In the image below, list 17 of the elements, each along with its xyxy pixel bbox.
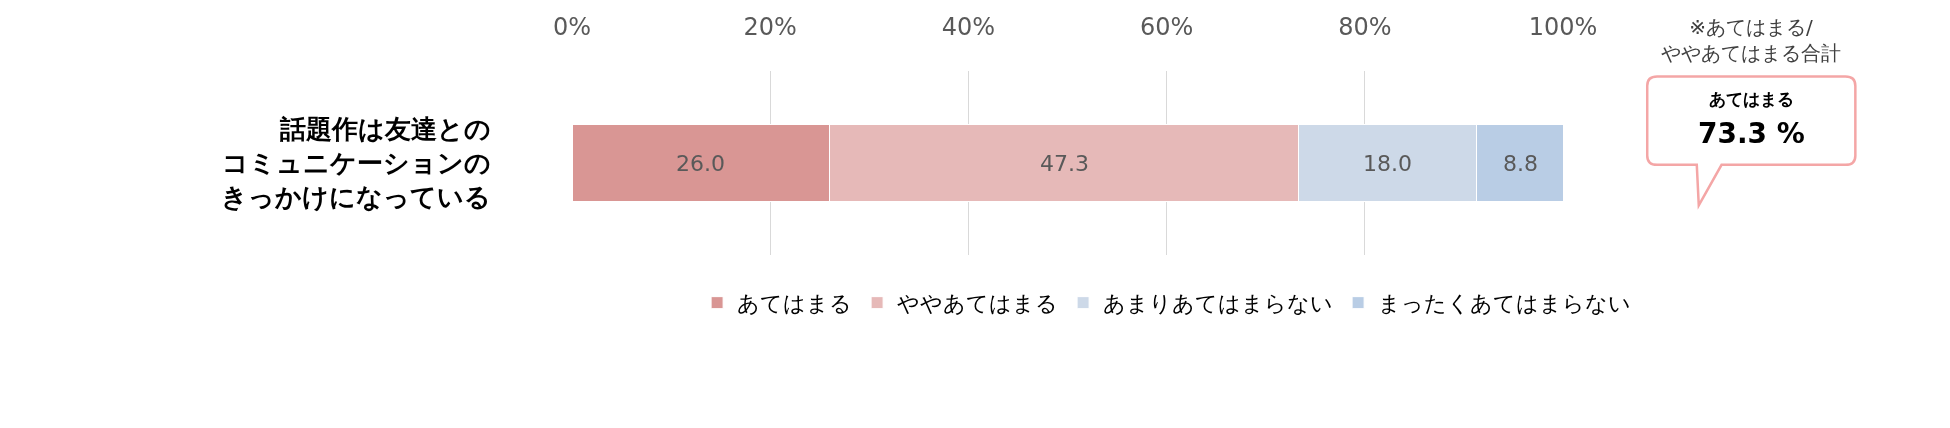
legend-label: あてはまる [737, 291, 853, 317]
legend-label: まったくあてはまらない [1378, 291, 1632, 317]
legend-label: ややあてはまる [897, 291, 1059, 317]
x-tick-label: 0% [552, 13, 592, 42]
x-tick-label: 80% [1338, 13, 1392, 42]
x-tick-label: 60% [1139, 13, 1194, 42]
x-tick-label: 100% [1528, 13, 1598, 42]
text: あてはまる 73.3 % [1698, 89, 1805, 150]
x-tick-label: 40% [941, 13, 996, 42]
y-tick-label: 話題作は友達とのコミュニケーションのきっかけになっている [221, 114, 491, 212]
data-label: 18.0 [1363, 151, 1412, 176]
data-label: 8.8 [1503, 151, 1538, 176]
text: ※あてはまる/ ややあてはまる合計 [1661, 15, 1841, 65]
data-label: 26.0 [676, 151, 725, 176]
x-tick-label: 20% [743, 13, 797, 42]
data-label: 47.3 [1040, 151, 1089, 176]
legend-label: あまりあてはまらない [1103, 291, 1334, 317]
